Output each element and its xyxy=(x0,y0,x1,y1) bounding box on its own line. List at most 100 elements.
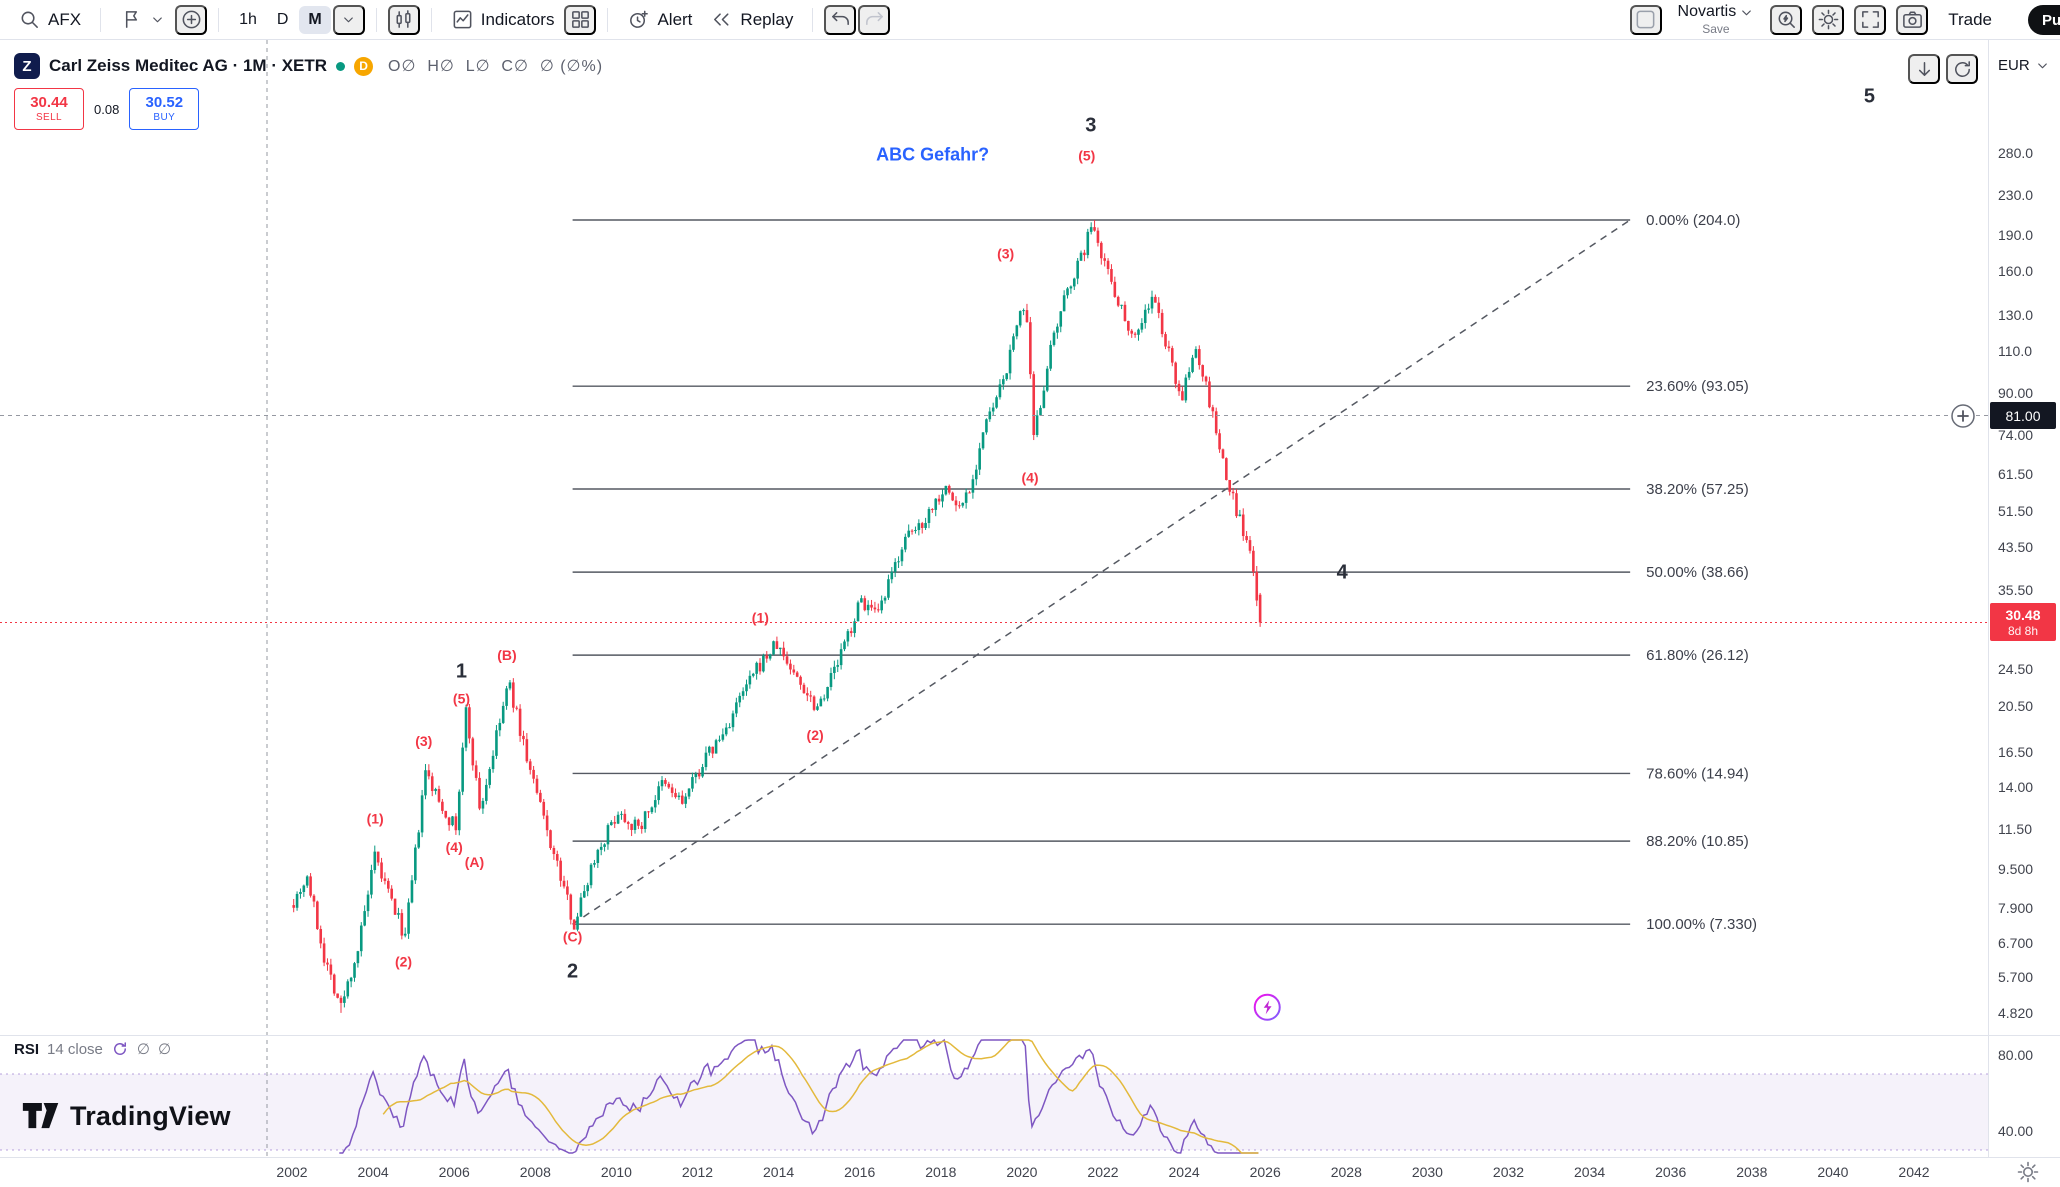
crosshair-price-badge: 81.00 xyxy=(1990,402,2056,430)
symbol-name: AFX xyxy=(48,9,82,29)
alert-button[interactable]: Alert xyxy=(619,4,700,35)
reset-chart-button[interactable] xyxy=(1946,54,1978,84)
scroll-down-button[interactable] xyxy=(1908,54,1940,84)
rsi-value: ∅ xyxy=(136,1041,150,1058)
last-price-badge: 30.48 8d 8h xyxy=(1990,603,2056,642)
trade-button[interactable]: Trade xyxy=(1948,9,1992,29)
gear-icon xyxy=(1818,9,1839,30)
indicators-button[interactable]: Indicators xyxy=(443,4,563,35)
time-tick-label: 2006 xyxy=(438,1164,470,1180)
elliott-wave-label[interactable]: 3 xyxy=(1085,114,1096,136)
time-tick-label: 2040 xyxy=(1817,1164,1849,1180)
watchlist-flag-button[interactable] xyxy=(112,4,173,35)
elliott-subwave-label[interactable]: (A) xyxy=(465,854,484,870)
redo-button[interactable] xyxy=(858,4,891,35)
toolbar-separator xyxy=(100,7,102,32)
replay-rewind-icon xyxy=(714,13,729,26)
layout-menu[interactable]: Novartis Save xyxy=(1678,4,1755,35)
settings-button[interactable] xyxy=(1812,4,1845,35)
price-tick-label: 190.0 xyxy=(1998,227,2034,244)
symbol-header[interactable]: Z Carl Zeiss Meditec AG · 1M · XETR D O∅… xyxy=(14,53,603,79)
timeframe-m-button[interactable]: M xyxy=(299,5,331,34)
elliott-subwave-label[interactable]: (5) xyxy=(1078,148,1095,164)
chart-annotation-text[interactable]: ABC Gefahr? xyxy=(876,145,989,165)
time-scale[interactable]: 2002 2004 2006 2008 2010 2012 2014 2016 2018 2020… xyxy=(0,1157,1988,1187)
flag-icon xyxy=(126,11,138,28)
time-axis-gear-icon[interactable] xyxy=(2016,1160,2040,1184)
quick-search-button[interactable] xyxy=(1770,4,1803,35)
elliott-subwave-label[interactable]: (3) xyxy=(415,733,432,749)
symbol-search-button[interactable]: AFX xyxy=(10,4,89,35)
elliott-subwave-label[interactable]: (3) xyxy=(997,246,1014,262)
screenshot-button[interactable] xyxy=(1896,4,1929,35)
sell-button[interactable]: 30.44 SELL xyxy=(14,88,84,130)
elliott-subwave-label[interactable]: (1) xyxy=(367,810,384,826)
event-lightning-icon[interactable] xyxy=(1253,993,1281,1021)
fib-level-label: 88.20% (10.85) xyxy=(1646,833,1749,850)
time-tick-label: 2034 xyxy=(1574,1164,1606,1180)
chevron-down-icon xyxy=(153,17,162,23)
checkbox-icon xyxy=(1636,10,1655,29)
elliott-wave-label[interactable]: 2 xyxy=(567,960,578,982)
tradingview-logo-icon xyxy=(22,1103,59,1129)
rsi-ma-value: ∅ xyxy=(157,1041,172,1058)
elliott-subwave-label[interactable]: (2) xyxy=(807,727,824,743)
trendline-dashed[interactable] xyxy=(572,219,1631,925)
rsi-indicator-params: 14 close xyxy=(47,1040,103,1058)
elliott-subwave-label[interactable]: (4) xyxy=(446,839,463,855)
elliott-subwave-label[interactable]: (4) xyxy=(1021,470,1038,486)
timeframe-d-button[interactable]: D xyxy=(268,6,298,34)
layout-name: Novartis xyxy=(1677,3,1737,20)
elliott-wave-label[interactable]: 4 xyxy=(1337,562,1349,584)
time-tick-label: 2002 xyxy=(276,1164,308,1180)
toolbar-separator xyxy=(375,7,377,32)
undo-button[interactable] xyxy=(824,4,857,35)
time-tick-label: 2022 xyxy=(1087,1164,1119,1180)
replay-button[interactable]: Replay xyxy=(702,4,801,35)
currency-selector[interactable]: EUR xyxy=(1998,57,2050,74)
time-tick-label: 2042 xyxy=(1898,1164,1930,1180)
elliott-subwave-label[interactable]: (2) xyxy=(395,954,412,970)
quick-search-lightning-icon xyxy=(1778,11,1795,28)
rsi-sync-icon[interactable] xyxy=(111,1040,129,1058)
toolbar-separator xyxy=(218,7,220,32)
timeframe-menu-button[interactable] xyxy=(332,4,365,35)
symbol-logo: Z xyxy=(14,53,40,79)
replay-label: Replay xyxy=(740,9,794,29)
time-tick-label: 2012 xyxy=(681,1164,714,1180)
select-checkbox[interactable] xyxy=(1629,4,1662,35)
rsi-pane-divider[interactable] xyxy=(0,1035,2060,1036)
price-scale[interactable]: 280.0 230.0 190.0 160.0 130.0 110.0 90.00 74.00… xyxy=(1988,0,2060,1157)
buy-button[interactable]: 30.52 BUY xyxy=(129,88,200,130)
add-order-plus-icon[interactable] xyxy=(1950,403,1976,429)
fib-level-label: 0.00% (204.0) xyxy=(1646,212,1740,229)
fib-level-label: 23.60% (93.05) xyxy=(1646,378,1749,395)
publish-button[interactable]: Pu xyxy=(2028,5,2060,35)
chevron-down-icon xyxy=(344,17,354,23)
elliott-wave-label[interactable]: 5 xyxy=(1864,86,1875,108)
elliott-wave-label[interactable]: 1 xyxy=(456,661,467,683)
elliott-subwave-label[interactable]: (5) xyxy=(453,690,470,706)
watermark-text: TradingView xyxy=(70,1100,231,1131)
spread-value: 0.08 xyxy=(94,101,120,117)
price-tick-label: 35.50 xyxy=(1998,582,2034,599)
price-tick-label: 16.50 xyxy=(1998,744,2034,761)
elliott-subwave-label[interactable]: (B) xyxy=(497,647,516,663)
timeframe-1h-button[interactable]: 1h xyxy=(230,6,266,34)
chart-type-button[interactable] xyxy=(387,4,420,35)
rsi-tick-label: 80.00 xyxy=(1998,1047,2034,1063)
alert-clock-icon xyxy=(630,10,649,28)
elliott-subwave-label[interactable]: (C) xyxy=(563,929,582,945)
bar-countdown: 8d 8h xyxy=(2007,623,2039,638)
toolbar-separator xyxy=(430,7,432,32)
symbol-title: Carl Zeiss Meditec AG · 1M · XETR xyxy=(49,56,328,75)
fib-level-label: 50.00% (38.66) xyxy=(1646,564,1749,581)
fullscreen-button[interactable] xyxy=(1854,4,1887,35)
redo-arrow-icon xyxy=(865,12,883,26)
compare-add-button[interactable] xyxy=(175,4,208,35)
top-toolbar: AFX 1h D M xyxy=(0,0,2060,40)
indicator-templates-button[interactable] xyxy=(564,4,597,35)
elliott-subwave-label[interactable]: (1) xyxy=(752,609,769,625)
rsi-tick-label: 40.00 xyxy=(1998,1123,2034,1139)
